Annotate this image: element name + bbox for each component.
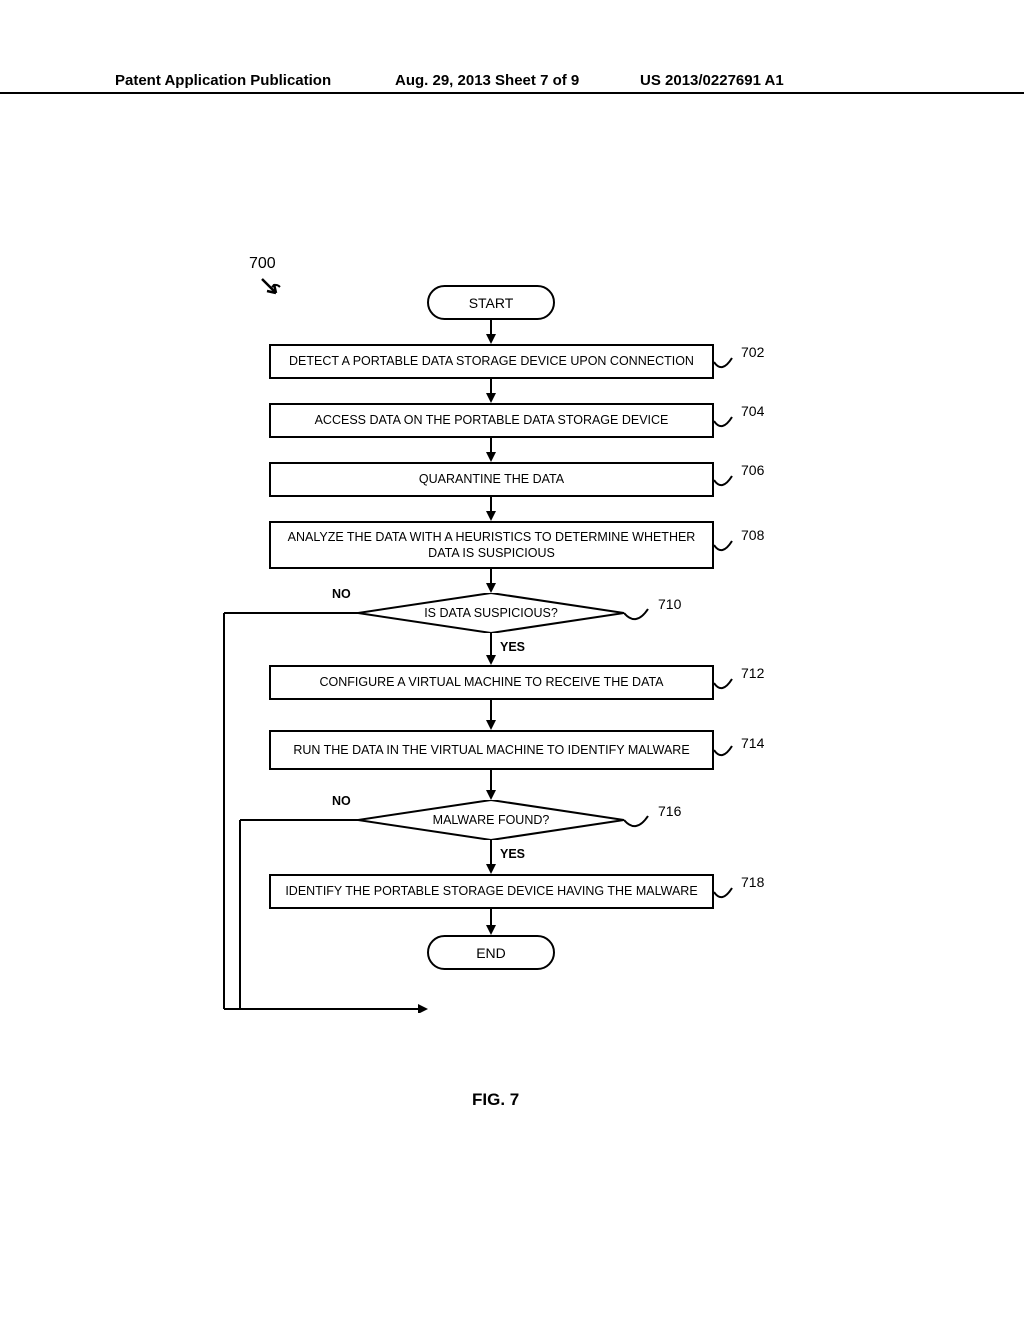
process-714: RUN THE DATA IN THE VIRTUAL MACHINE TO I… bbox=[269, 730, 714, 770]
ref-connector-icon bbox=[714, 535, 742, 557]
ref-connector-icon bbox=[714, 882, 742, 904]
ref-label-716: 716 bbox=[658, 803, 681, 819]
ref-connector-icon bbox=[714, 470, 742, 492]
ref-connector-icon bbox=[714, 673, 742, 695]
decision-710-no-label: NO bbox=[332, 587, 351, 601]
decision-710-yes-label: YES bbox=[500, 640, 525, 654]
terminal-end: END bbox=[427, 935, 555, 970]
arrow-icon bbox=[486, 569, 496, 593]
ref-connector-icon bbox=[714, 411, 742, 433]
arrow-icon bbox=[486, 320, 496, 344]
flowline-no-716 bbox=[238, 818, 438, 1013]
ref-label-712: 712 bbox=[741, 665, 764, 681]
ref-connector-icon bbox=[624, 605, 658, 627]
arrow-icon bbox=[486, 497, 496, 521]
ref-label-708: 708 bbox=[741, 527, 764, 543]
process-704: ACCESS DATA ON THE PORTABLE DATA STORAGE… bbox=[269, 403, 714, 438]
process-706: QUARANTINE THE DATA bbox=[269, 462, 714, 497]
ref-connector-icon bbox=[624, 812, 658, 834]
process-702: DETECT A PORTABLE DATA STORAGE DEVICE UP… bbox=[269, 344, 714, 379]
ref-connector-icon bbox=[714, 740, 742, 762]
figure-reference-number: 700 bbox=[249, 255, 276, 273]
process-708: ANALYZE THE DATA WITH A HEURISTICS TO DE… bbox=[269, 521, 714, 569]
ref-label-706: 706 bbox=[741, 462, 764, 478]
ref-label-718: 718 bbox=[741, 874, 764, 890]
ref-arrow-icon bbox=[258, 275, 286, 303]
ref-label-704: 704 bbox=[741, 403, 764, 419]
arrow-icon bbox=[486, 770, 496, 800]
arrow-icon bbox=[486, 700, 496, 730]
ref-label-714: 714 bbox=[741, 735, 764, 751]
arrow-icon bbox=[486, 840, 496, 874]
decision-716-yes-label: YES bbox=[500, 847, 525, 861]
arrow-icon bbox=[486, 379, 496, 403]
terminal-start: START bbox=[427, 285, 555, 320]
arrow-icon bbox=[486, 909, 496, 935]
figure-caption: FIG. 7 bbox=[472, 1090, 519, 1110]
ref-label-702: 702 bbox=[741, 344, 764, 360]
decision-716-no-label: NO bbox=[332, 794, 351, 808]
ref-connector-icon bbox=[714, 352, 742, 374]
process-718: IDENTIFY THE PORTABLE STORAGE DEVICE HAV… bbox=[269, 874, 714, 909]
ref-label-710: 710 bbox=[658, 596, 681, 612]
arrow-icon bbox=[486, 438, 496, 462]
flowchart-canvas: 700 START DETECT A PORTABLE DATA STORAGE… bbox=[0, 0, 1024, 1320]
process-712: CONFIGURE A VIRTUAL MACHINE TO RECEIVE T… bbox=[269, 665, 714, 700]
arrow-icon bbox=[486, 633, 496, 665]
